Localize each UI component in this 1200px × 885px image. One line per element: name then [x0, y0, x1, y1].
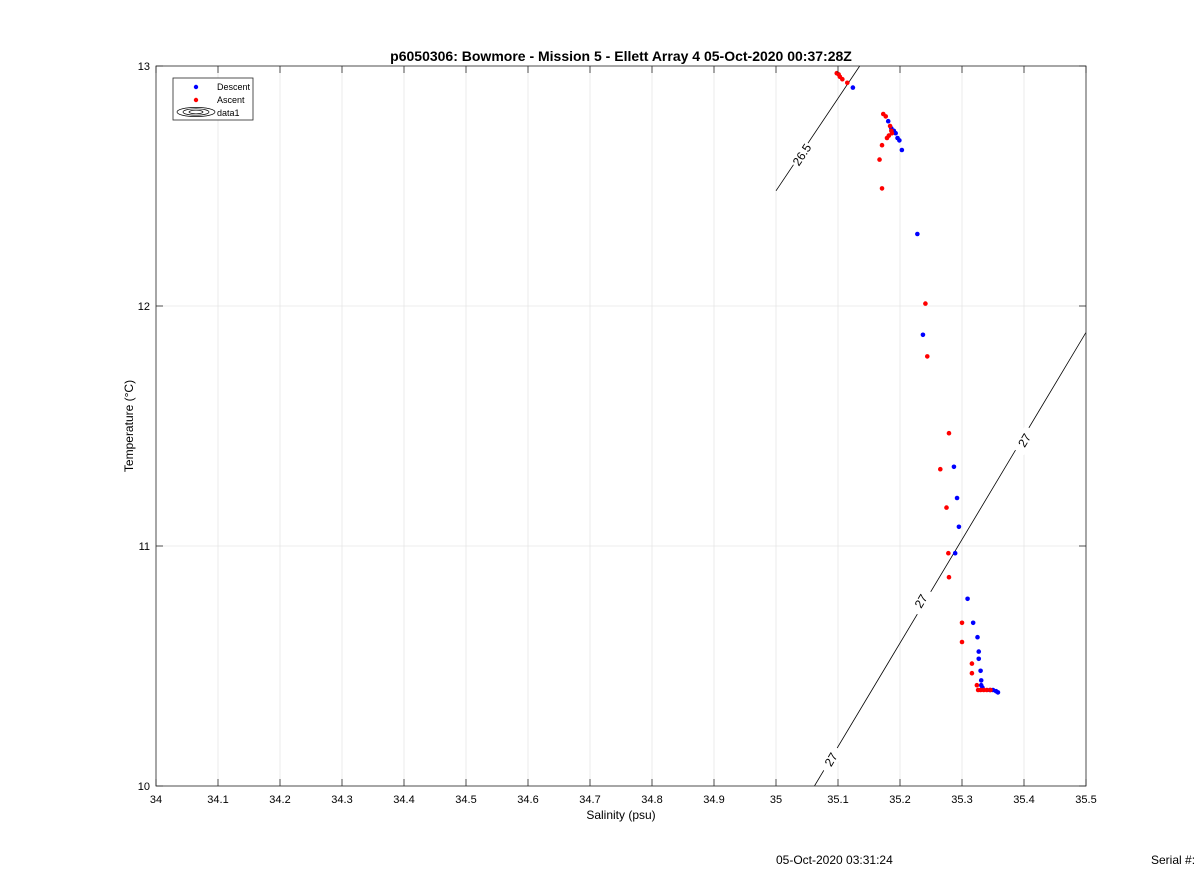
ascent-point: [988, 687, 993, 693]
descent-point: [976, 656, 982, 662]
legend-ascent-label: Ascent: [217, 95, 245, 105]
descent-point: [978, 678, 984, 683]
descent-point: [893, 130, 898, 136]
descent-point: [956, 524, 962, 530]
ascent-point: [884, 135, 890, 141]
x-tick-label: 35: [770, 794, 782, 806]
figure-timestamp: 05-Oct-2020 03:31:24: [776, 853, 893, 867]
descent-point: [899, 147, 905, 153]
ascent-point: [887, 123, 893, 129]
ascent-point: [845, 80, 850, 86]
y-tick-label: 12: [138, 301, 150, 313]
x-tick-label: 34.2: [269, 794, 290, 806]
descent-point: [965, 596, 970, 602]
y-axis-label: Temperature (°C): [122, 380, 136, 472]
legend-descent-label: Descent: [217, 82, 251, 92]
x-tick-label: 34.8: [641, 794, 662, 806]
contour-label-bg: [818, 744, 844, 775]
legend-data1-label: data1: [217, 108, 240, 118]
x-tick-label: 34.4: [393, 794, 414, 806]
ascent-point: [923, 301, 928, 306]
ascent-point: [883, 114, 889, 119]
density-contour-line: [775, 66, 861, 192]
descent-point: [850, 85, 856, 90]
descent-point: [975, 634, 980, 640]
density-contour-line: [814, 332, 1086, 786]
ascent-point: [879, 142, 885, 148]
descent-point: [915, 231, 920, 237]
x-tick-label: 34.9: [703, 794, 724, 806]
contour-label: 27: [912, 592, 931, 611]
data-markers: [834, 70, 1001, 695]
contour-label: 27: [822, 750, 841, 769]
descent-point: [885, 118, 891, 124]
descent-point: [897, 138, 902, 143]
y-tick-label: 11: [139, 541, 150, 553]
descent-point: [951, 464, 957, 470]
legend-ascent-marker: [193, 97, 199, 103]
x-tick-label: 34.7: [579, 794, 600, 806]
ascent-point: [946, 430, 952, 436]
ascent-point: [840, 76, 845, 82]
grid: [155, 65, 1087, 787]
descent-point: [978, 668, 983, 674]
x-tick-label: 35.3: [951, 794, 972, 806]
ascent-point: [889, 130, 895, 136]
legend-descent-marker: [193, 84, 199, 90]
y-tick-label: 10: [138, 781, 150, 793]
descent-point: [995, 690, 1001, 695]
x-tick-label: 35.2: [889, 794, 910, 806]
ascent-point: [946, 574, 952, 580]
legend-box: [172, 77, 254, 121]
y-tick-label: 13: [138, 61, 150, 73]
ascent-point: [879, 186, 885, 191]
ascent-point: [946, 550, 951, 556]
descent-point: [920, 332, 926, 338]
x-axis-ticks: 34 34.1 34.2 34.3 34.4 34.5 34.6 34.7 34.8 34.9 35…: [150, 66, 1097, 806]
x-tick-label: 34.5: [455, 794, 476, 806]
contour-label-bg: [908, 586, 934, 616]
ascent-point: [924, 354, 930, 359]
x-tick-label: 34: [150, 794, 162, 806]
chart-title: p6050306: Bowmore - Mission 5 - Ellett A…: [390, 48, 852, 64]
serial-number-label: Serial #:: [1151, 853, 1196, 867]
x-tick-label: 34.3: [331, 794, 352, 806]
contour-label: 27: [1015, 431, 1034, 450]
ascent-point: [984, 687, 990, 693]
descent-point: [976, 649, 982, 654]
ascent-point: [959, 639, 965, 645]
ascent-point: [938, 466, 943, 472]
y-axis-ticks: 10 11 12 13: [138, 61, 1086, 793]
ascent-point: [944, 505, 949, 510]
x-tick-label: 34.6: [517, 794, 538, 806]
density-contours: [775, 66, 1086, 786]
legend-contour-icon: [176, 107, 216, 117]
descent-point: [952, 550, 958, 556]
x-tick-label: 35.1: [827, 794, 848, 806]
ascent-point: [877, 157, 882, 162]
plot-area-frame: [155, 65, 1087, 787]
descent-point: [970, 620, 976, 626]
x-tick-label: 35.5: [1075, 794, 1096, 806]
x-tick-label: 34.1: [207, 794, 228, 806]
descent-point: [954, 495, 960, 501]
ascent-point: [969, 670, 975, 676]
legend: Descent Ascent data1: [172, 77, 254, 121]
contour-label-bg: [788, 140, 816, 170]
ascent-point: [974, 682, 980, 688]
contour-label-bg: [1011, 425, 1038, 456]
ascent-point: [969, 661, 975, 666]
x-tick-label: 35.4: [1013, 794, 1034, 806]
x-axis-label: Salinity (psu): [586, 808, 655, 822]
ascent-point: [959, 620, 965, 626]
